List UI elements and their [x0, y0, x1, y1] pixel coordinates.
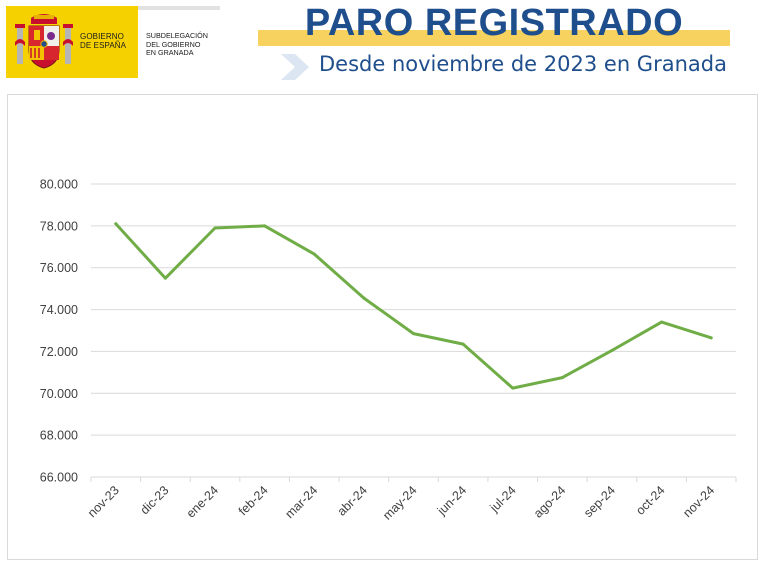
- subdelegation-label: SUBDELEGACIÓN DEL GOBIERNO EN GRANADA: [138, 6, 220, 78]
- sub-line-2: DEL GOBIERNO: [146, 39, 201, 49]
- x-tick-label: ene-24: [184, 483, 221, 520]
- x-tick-label: sep-24: [581, 483, 618, 520]
- data-point: [511, 386, 515, 390]
- data-point: [560, 376, 564, 380]
- data-point: [213, 226, 217, 230]
- x-tick-label: oct-24: [633, 483, 667, 517]
- coat-of-arms-icon: [15, 14, 73, 69]
- y-tick-label: 80.000: [40, 178, 78, 192]
- data-point: [660, 320, 664, 324]
- x-tick-label: mar-24: [282, 483, 320, 521]
- y-tick-label: 76.000: [40, 261, 78, 275]
- y-tick-label: 78.000: [40, 219, 78, 233]
- x-tick-label: feb-24: [236, 483, 271, 518]
- government-logo: GOBIERNO DE ESPAÑA: [6, 6, 138, 78]
- y-tick-label: 66.000: [40, 471, 78, 485]
- data-point: [263, 224, 267, 228]
- sub-line-1: SUBDELEGACIÓN: [146, 31, 208, 40]
- chevron-right-icon: [281, 54, 309, 80]
- x-tick-label: jul-24: [487, 483, 519, 515]
- gov-line-2: DE ESPAÑA: [80, 41, 127, 50]
- data-point: [610, 348, 614, 352]
- data-point: [163, 276, 167, 280]
- x-tick-label: dic-23: [138, 483, 172, 517]
- x-tick-label: may-24: [380, 483, 419, 522]
- page-title: PARO REGISTRADO: [304, 2, 684, 44]
- x-tick-label: jun-24: [434, 483, 469, 518]
- series-line: [114, 222, 713, 390]
- sub-line-3: EN GRANADA: [146, 48, 194, 57]
- line-chart: 80.000 78.000 76.000 74.000 72.000 70.000 68.0…: [40, 178, 737, 523]
- chart-container: 80.000 78.000 76.000 74.000 72.000 70.000 68.0…: [7, 94, 758, 560]
- page-subtitle: Desde noviembre de 2023 en Granada: [319, 52, 727, 76]
- data-point: [312, 252, 316, 256]
- x-tick-label: nov-24: [680, 483, 717, 520]
- x-tick-label: abr-24: [335, 483, 370, 518]
- data-point: [709, 336, 713, 340]
- y-tick-label: 74.000: [40, 303, 78, 317]
- data-point: [114, 222, 118, 226]
- gov-line-1: GOBIERNO: [80, 32, 124, 41]
- title-highlight-band: [258, 30, 730, 46]
- y-tick-label: 72.000: [40, 345, 78, 359]
- x-tick-label: nov-23: [85, 483, 122, 520]
- data-point: [412, 332, 415, 336]
- data-point: [461, 342, 465, 346]
- data-point: [362, 296, 366, 300]
- government-name: GOBIERNO DE ESPAÑA: [80, 32, 126, 50]
- y-tick-label: 70.000: [40, 387, 78, 401]
- x-tick-label: ago-24: [531, 483, 568, 520]
- y-tick-label: 68.000: [40, 429, 78, 443]
